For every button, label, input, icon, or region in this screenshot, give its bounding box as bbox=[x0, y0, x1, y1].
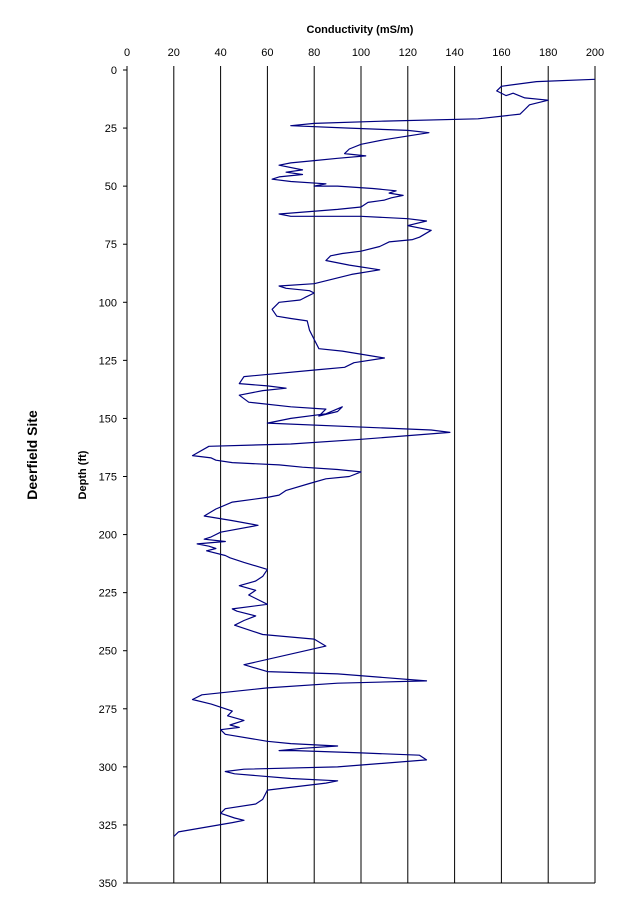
x-axis-title: Conductivity (mS/m) bbox=[307, 24, 414, 36]
x-tick-label: 200 bbox=[586, 47, 604, 59]
y-tick-label: 250 bbox=[99, 646, 117, 658]
y-tick-label: 225 bbox=[99, 588, 117, 600]
y-tick-label: 100 bbox=[99, 297, 117, 309]
plot-area: 0 20 40 60 80 100 120 140 160 180 200 0 25 50 75 100 125… bbox=[99, 47, 605, 890]
y-tick-label: 325 bbox=[99, 820, 117, 832]
y-tick-label: 150 bbox=[99, 413, 117, 425]
y-tick-label: 50 bbox=[105, 181, 117, 193]
x-tick-label: 120 bbox=[399, 47, 417, 59]
y-axis-title: Depth (ft) bbox=[77, 450, 89, 499]
y-tick-label: 275 bbox=[99, 704, 117, 716]
site-label: Deerfield Site bbox=[24, 410, 40, 500]
x-tick-label: 60 bbox=[261, 47, 273, 59]
x-tick-label: 0 bbox=[124, 47, 130, 59]
x-tick-label: 80 bbox=[308, 47, 320, 59]
conductivity-profile-line bbox=[173, 78, 596, 837]
y-tick-label: 125 bbox=[99, 355, 117, 367]
y-tick-label: 75 bbox=[105, 239, 117, 251]
x-tick-label: 160 bbox=[492, 47, 510, 59]
y-tick-label: 350 bbox=[99, 878, 117, 890]
y-tick-label: 0 bbox=[111, 65, 117, 77]
x-tick-label: 180 bbox=[539, 47, 557, 59]
y-tick-label: 175 bbox=[99, 472, 117, 484]
x-tick-label: 140 bbox=[445, 47, 463, 59]
y-tick-label: 200 bbox=[99, 530, 117, 542]
y-tick-label: 300 bbox=[99, 762, 117, 774]
x-tick-label: 20 bbox=[168, 47, 180, 59]
y-tick-label: 25 bbox=[105, 123, 117, 135]
x-tick-label: 100 bbox=[352, 47, 370, 59]
x-tick-label: 40 bbox=[214, 47, 226, 59]
